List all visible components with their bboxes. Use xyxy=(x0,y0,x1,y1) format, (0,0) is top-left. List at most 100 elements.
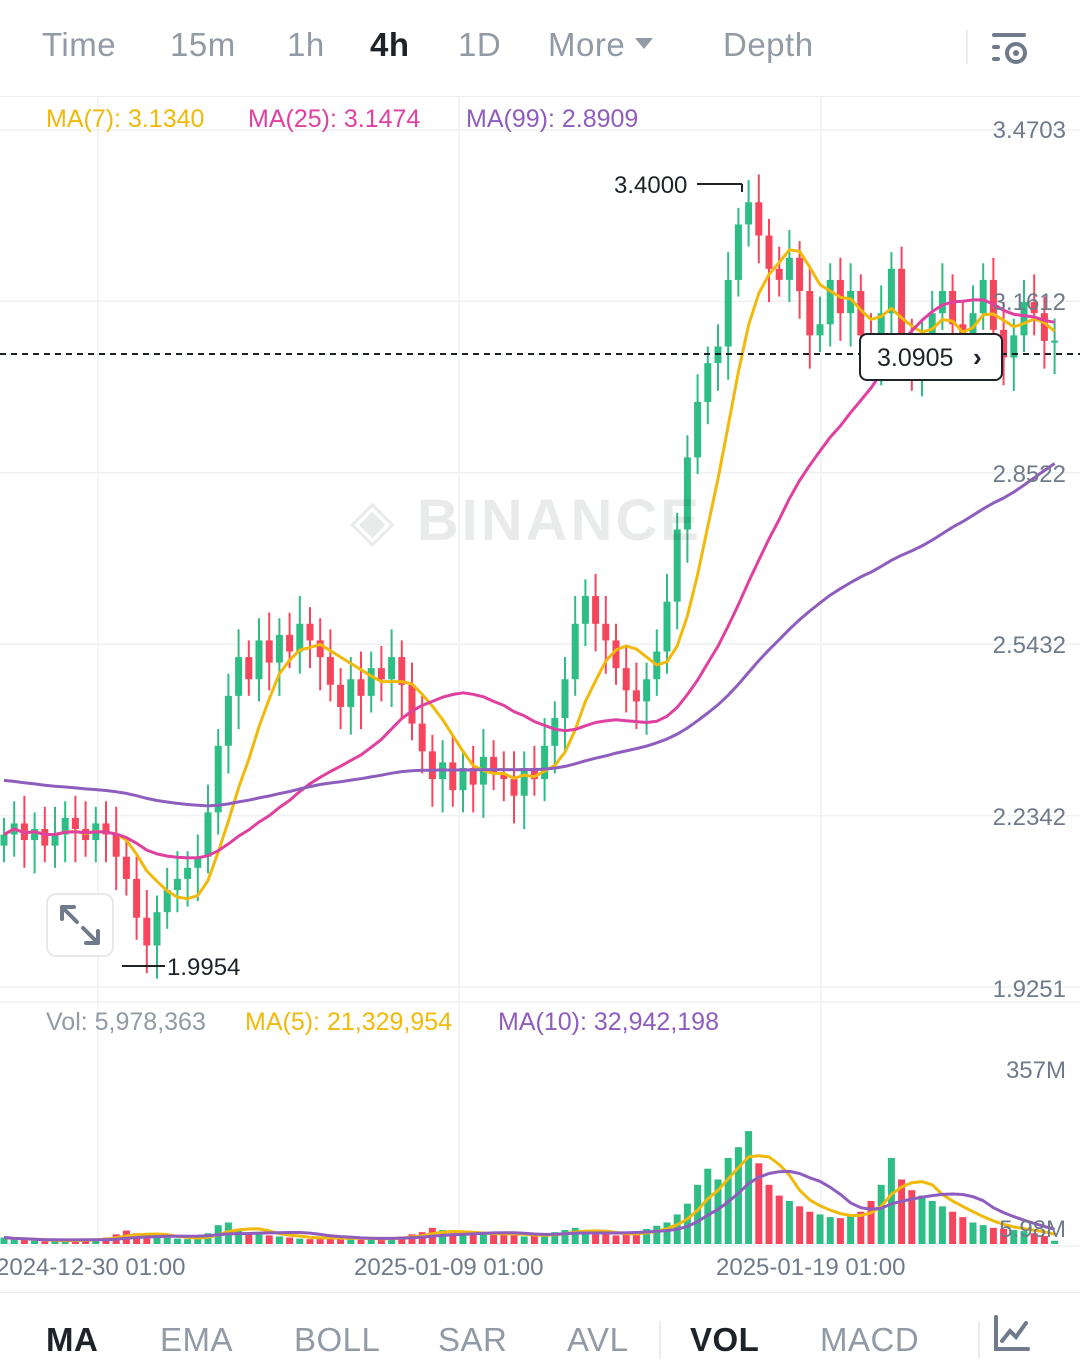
candle-body xyxy=(398,657,406,685)
volume-bar xyxy=(602,1234,610,1244)
indicator-boll[interactable]: BOLL xyxy=(294,1321,381,1358)
volume-bar xyxy=(836,1218,844,1244)
volume-bar xyxy=(61,1240,69,1244)
timeframe-1h[interactable]: 1h xyxy=(287,26,325,63)
candle-body xyxy=(541,745,549,780)
candle-body xyxy=(469,767,477,785)
time-axis-label: 2024-12-30 01:00 xyxy=(0,1254,186,1281)
indicator-macd[interactable]: MACD xyxy=(820,1321,920,1358)
candle-body xyxy=(734,224,742,280)
candle-body xyxy=(326,657,334,685)
volume-bar xyxy=(265,1235,273,1244)
timeframe-more[interactable]: More xyxy=(548,26,654,64)
candle-body xyxy=(449,762,457,791)
candle-body xyxy=(898,268,906,347)
volume-bar xyxy=(551,1232,559,1244)
candle-body xyxy=(459,767,467,791)
candle-body xyxy=(857,291,865,336)
candle-body xyxy=(306,623,314,641)
candle-body xyxy=(765,235,773,269)
candle-body xyxy=(612,640,620,669)
volume-bar xyxy=(663,1222,671,1244)
volume-bar xyxy=(1051,1240,1059,1244)
vol-ma5-legend: MA(5): 21,329,954 xyxy=(245,1008,453,1036)
candle-body xyxy=(347,679,355,707)
candle-body xyxy=(224,695,232,746)
more-label: More xyxy=(548,26,626,63)
caret-down-icon xyxy=(635,37,654,49)
volume-bar xyxy=(867,1200,875,1244)
volume-bar xyxy=(235,1230,243,1244)
volume-bar xyxy=(296,1238,304,1244)
indicator-sar[interactable]: SAR xyxy=(438,1321,508,1358)
candle-body xyxy=(31,828,39,841)
indicator-ema[interactable]: EMA xyxy=(160,1321,234,1358)
indicator-settings-icon[interactable] xyxy=(992,1313,1032,1353)
volume-bar xyxy=(857,1211,865,1244)
expand-icon xyxy=(60,905,100,945)
timeframe-4h[interactable]: 4h xyxy=(370,26,410,63)
candle-body xyxy=(683,457,691,530)
candle-body xyxy=(255,640,263,680)
candle-body xyxy=(143,917,151,946)
price-chart[interactable] xyxy=(0,96,1080,1292)
volume-bar xyxy=(745,1131,753,1244)
ma99-legend: MA(99): 2.8909 xyxy=(466,105,639,133)
volume-bar xyxy=(908,1190,916,1244)
indicator-ma[interactable]: MA xyxy=(46,1321,99,1358)
volume-bar xyxy=(561,1230,569,1244)
candle-body xyxy=(428,751,436,780)
volume-bar xyxy=(255,1232,263,1244)
volume-bar xyxy=(92,1239,100,1244)
volume-bar xyxy=(653,1225,661,1244)
candle-body xyxy=(887,268,895,314)
candle-body xyxy=(41,828,49,846)
volume-bar xyxy=(510,1235,518,1244)
indicator-vol[interactable]: VOL xyxy=(690,1321,760,1358)
volume-bar xyxy=(632,1232,640,1244)
candle-body xyxy=(388,657,396,680)
candle-body xyxy=(1020,302,1028,336)
ma99-line xyxy=(3,462,1056,808)
volume-bar xyxy=(877,1184,885,1244)
candle-body xyxy=(694,401,702,458)
fullscreen-button[interactable] xyxy=(46,893,114,957)
vol-ma10-legend: MA(10): 32,942,198 xyxy=(498,1008,719,1036)
high-annotation: 3.4000 xyxy=(614,172,688,199)
current-price-tag[interactable]: 3.0905 › xyxy=(859,333,1003,381)
volume-bar xyxy=(337,1238,345,1244)
depth-tab[interactable]: Depth xyxy=(723,26,814,63)
candle-body xyxy=(551,718,559,746)
timeframe-1d[interactable]: 1D xyxy=(458,26,502,63)
volume-bar xyxy=(643,1228,651,1244)
candle-body xyxy=(500,773,508,780)
volume-bar xyxy=(683,1203,691,1244)
price-axis-label: 3.1612 xyxy=(992,289,1066,316)
candle-body xyxy=(602,623,610,641)
candle-body xyxy=(112,834,120,857)
volume-bar xyxy=(153,1236,161,1244)
ma7-line xyxy=(3,248,1056,901)
chart-settings-icon[interactable] xyxy=(990,30,1030,66)
indicator-avl[interactable]: AVL xyxy=(567,1321,629,1358)
candle-body xyxy=(418,723,426,752)
volume-bar xyxy=(714,1179,722,1244)
volume-bar xyxy=(286,1237,294,1244)
volume-bar xyxy=(316,1237,324,1244)
candle-body xyxy=(214,745,222,813)
volume-bar xyxy=(1010,1230,1018,1244)
candle-body xyxy=(755,202,763,236)
candle-body xyxy=(704,363,712,402)
candle-body xyxy=(826,279,834,325)
volume-bar xyxy=(51,1240,59,1244)
timeframe-15m[interactable]: 15m xyxy=(170,26,236,63)
candle-body xyxy=(928,313,936,336)
volume-bar xyxy=(898,1179,906,1244)
timeframe-time[interactable]: Time xyxy=(42,26,117,63)
volume-bar xyxy=(887,1157,895,1244)
candle-body xyxy=(775,268,783,280)
volume-bar xyxy=(184,1239,192,1244)
ma7-legend: MA(7): 3.1340 xyxy=(46,105,205,133)
candle-body xyxy=(806,291,814,336)
candle-body xyxy=(949,291,957,325)
